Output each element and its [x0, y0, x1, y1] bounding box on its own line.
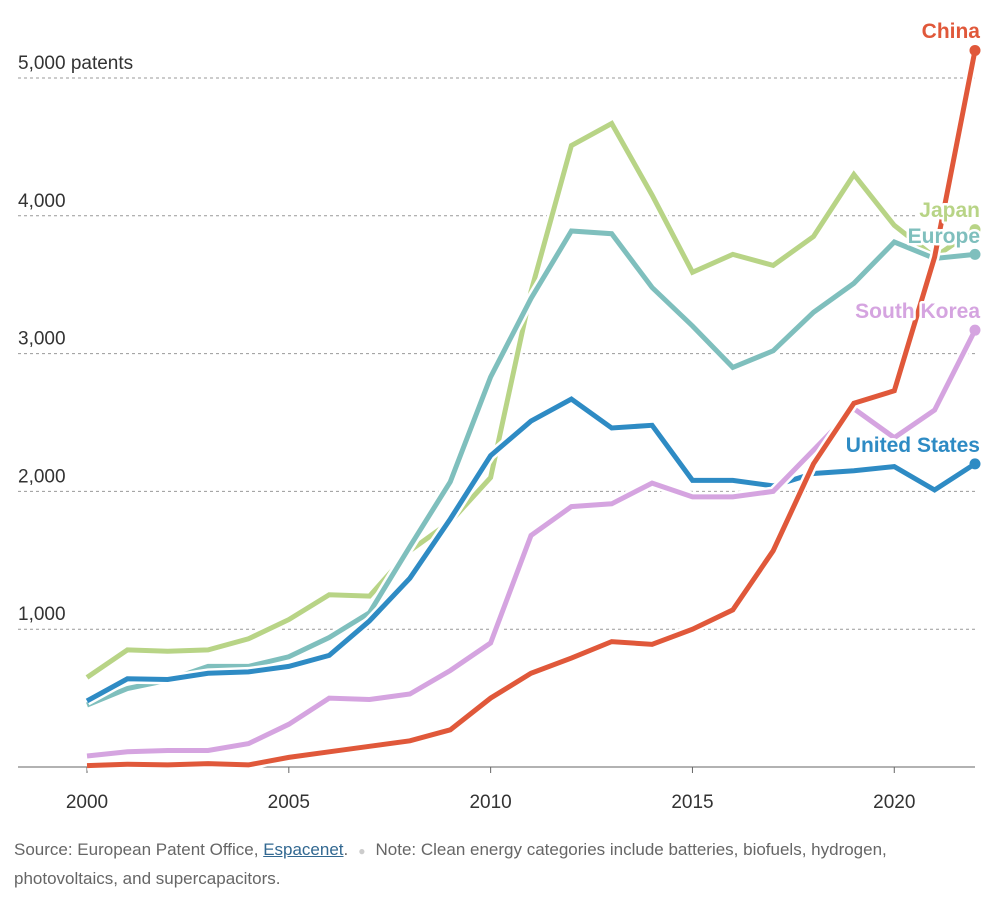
japan-line-halo: [84, 116, 978, 682]
europe-label: Europe: [908, 225, 980, 248]
united-states-label: United States: [846, 434, 980, 457]
japan-line: [85, 120, 977, 680]
x-tick-label: 2020: [873, 792, 915, 813]
china-line-halo: [86, 49, 980, 771]
note-text: Note: Clean energy categories include ba…: [14, 840, 887, 888]
separator-dot-icon: ●: [358, 844, 366, 858]
x-tick-label: 2015: [671, 792, 713, 813]
series-labels: Japan Europe United States South Korea China: [843, 18, 983, 460]
x-tick-label: 2000: [66, 792, 108, 813]
japan-label: Japan: [919, 199, 980, 222]
y-tick-label: 3,000: [18, 329, 66, 350]
y-tick-label: 5,000 patents: [18, 53, 133, 74]
south-korea-end-dot: [969, 324, 981, 336]
south-korea-label: South Korea: [855, 300, 980, 323]
source-link[interactable]: Espacenet: [263, 840, 344, 859]
united-states-line-halo: [84, 393, 978, 706]
china-end-dot: [969, 44, 981, 56]
europe-end-dot: [969, 248, 981, 260]
x-tick-label: 2010: [469, 792, 511, 813]
china-line: [86, 49, 978, 769]
japan-end-dot: [969, 224, 981, 236]
footer: Source: European Patent Office, Espacene…: [14, 836, 984, 893]
series-lines: [84, 44, 981, 771]
y-tick-label: 2,000: [18, 466, 66, 487]
y-tick-label: 4,000: [18, 191, 66, 212]
china-label: China: [922, 20, 981, 43]
south-korea-line-halo: [86, 327, 980, 761]
united-states-line: [85, 396, 977, 704]
united-states-end-dot: [969, 458, 981, 470]
source-suffix: .: [343, 840, 349, 859]
x-tick-label: 2005: [268, 792, 310, 813]
line-chart: 1,000 2,000 3,000 4,000 5,000 patents 2000 200…: [18, 18, 983, 813]
y-tick-label: 1,000: [18, 604, 66, 625]
europe-line: [86, 228, 976, 708]
source-text: Source: European Patent Office,: [14, 840, 264, 859]
